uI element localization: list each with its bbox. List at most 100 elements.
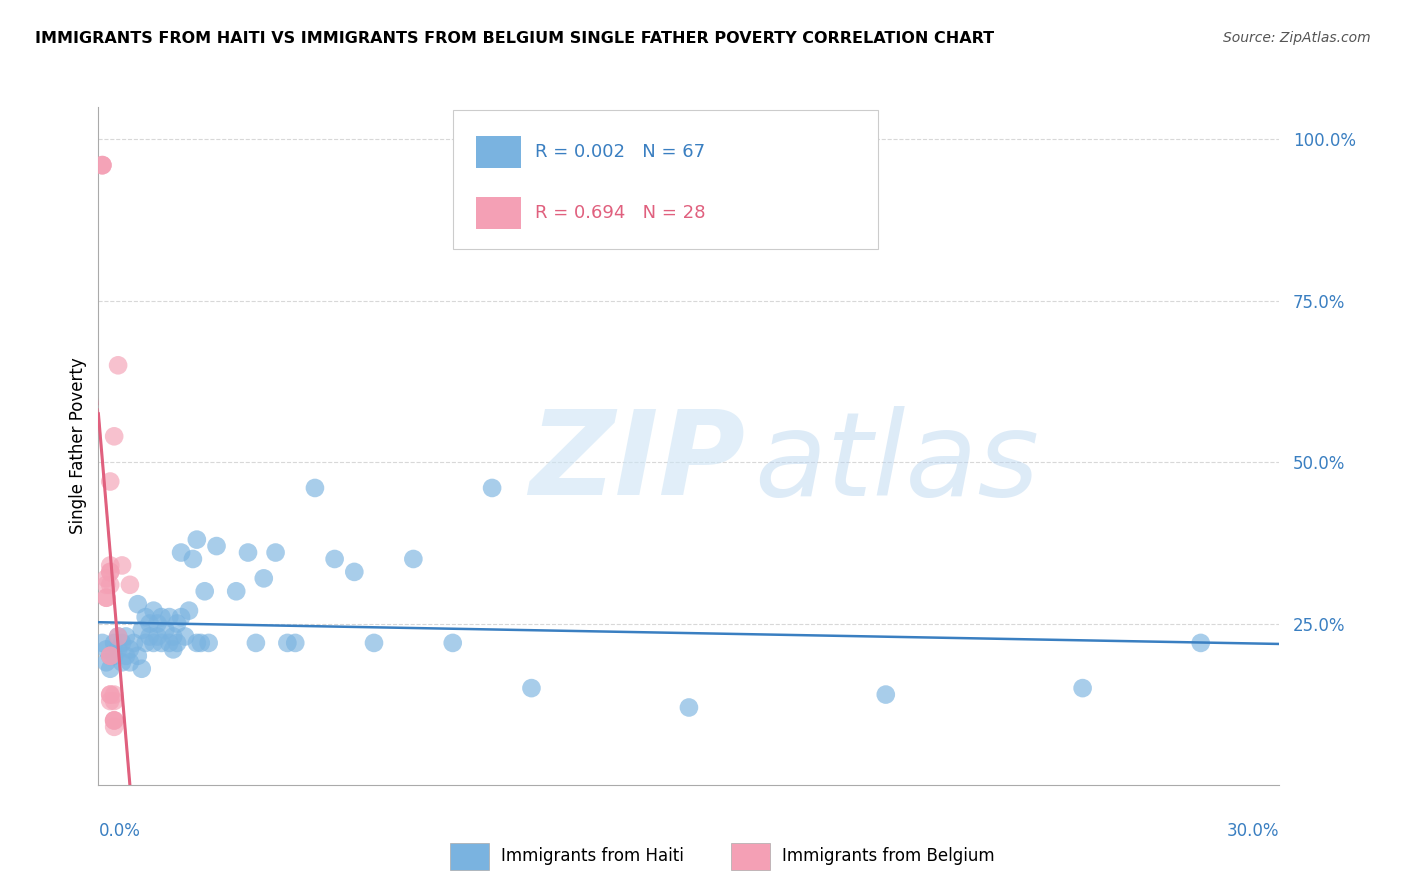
Point [103,688,125,702]
Point [1071,681,1094,695]
Point [107,359,129,373]
Point [155,623,177,637]
Point [875,688,897,702]
Point [127,597,149,611]
Y-axis label: Single Father Poverty: Single Father Poverty [69,358,87,534]
Point [253,571,276,585]
Point [107,630,129,644]
Point [122,636,145,650]
Text: Immigrants from Haiti: Immigrants from Haiti [501,847,683,865]
Point [166,616,188,631]
Point [98,565,121,579]
Point [103,636,125,650]
Text: atlas: atlas [754,406,1039,520]
Point [91,158,114,172]
Point [98,578,121,592]
Point [264,545,287,559]
Point [96,571,118,585]
Point [225,584,247,599]
Point [441,636,464,650]
Point [323,552,346,566]
Text: ZIP: ZIP [530,406,745,520]
Point [363,636,385,650]
Point [96,591,118,605]
Point [103,714,125,728]
Point [107,630,129,644]
Point [162,642,184,657]
Point [402,552,425,566]
Text: R = 0.002   N = 67: R = 0.002 N = 67 [536,143,706,161]
Text: R = 0.694   N = 28: R = 0.694 N = 28 [536,203,706,222]
Point [197,636,219,650]
FancyBboxPatch shape [453,111,877,250]
Point [284,636,307,650]
Point [98,662,121,676]
Point [304,481,326,495]
FancyBboxPatch shape [477,196,522,229]
Point [186,636,208,650]
Point [157,610,180,624]
Point [135,610,157,624]
Point [170,545,193,559]
FancyBboxPatch shape [450,843,489,870]
Point [96,578,118,592]
Text: Immigrants from Belgium: Immigrants from Belgium [782,847,994,865]
Point [98,648,121,663]
Point [131,623,153,637]
Point [138,630,160,644]
Point [107,642,129,657]
Text: 30.0%: 30.0% [1227,822,1279,840]
Point [98,558,121,573]
Point [177,604,200,618]
Point [170,610,193,624]
Point [98,688,121,702]
Point [98,475,121,489]
Point [166,636,188,650]
Point [162,630,184,644]
FancyBboxPatch shape [477,136,522,168]
Point [150,610,173,624]
Point [103,648,125,663]
Point [205,539,228,553]
Point [146,630,169,644]
Point [103,714,125,728]
Point [111,636,134,650]
Point [111,558,134,573]
Point [236,545,259,559]
Point [190,636,212,650]
Point [276,636,298,650]
Point [157,636,180,650]
Point [91,158,114,172]
Point [96,655,118,669]
Point [98,688,121,702]
Text: 0.0%: 0.0% [98,822,141,840]
Point [111,655,134,669]
Point [98,565,121,579]
Text: Source: ZipAtlas.com: Source: ZipAtlas.com [1223,31,1371,45]
Point [118,655,141,669]
Point [115,630,138,644]
Point [181,552,204,566]
Point [194,584,217,599]
Point [91,636,114,650]
Point [118,578,141,592]
Point [343,565,366,579]
Point [146,616,169,631]
Point [103,714,125,728]
Point [115,648,138,663]
Point [142,636,165,650]
Point [103,429,125,443]
Point [98,648,121,663]
Point [96,642,118,657]
Point [481,481,503,495]
FancyBboxPatch shape [731,843,770,870]
Point [1189,636,1212,650]
Point [174,630,197,644]
Point [103,694,125,708]
Point [98,694,121,708]
Point [678,700,700,714]
Point [520,681,543,695]
Point [103,720,125,734]
Text: IMMIGRANTS FROM HAITI VS IMMIGRANTS FROM BELGIUM SINGLE FATHER POVERTY CORRELATI: IMMIGRANTS FROM HAITI VS IMMIGRANTS FROM… [35,31,994,46]
Point [245,636,267,650]
